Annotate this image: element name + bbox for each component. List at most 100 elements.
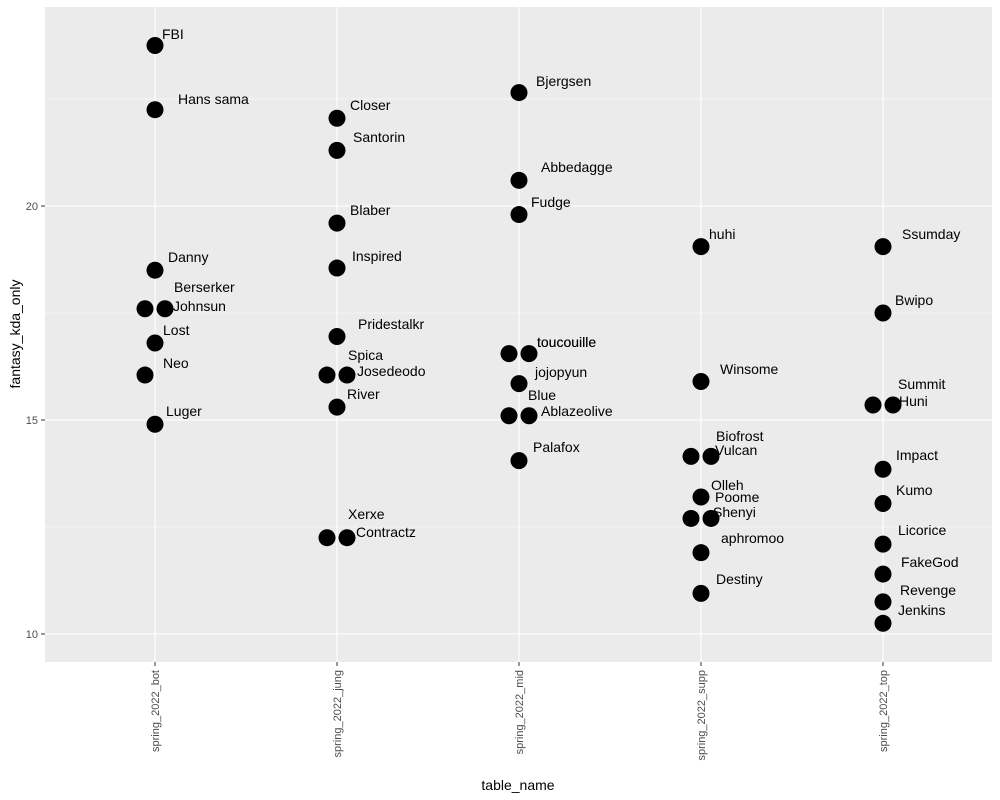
point-label: Berserker — [174, 279, 235, 295]
point-label: Danny — [168, 249, 208, 265]
data-point — [156, 300, 174, 318]
point-label: Revenge — [900, 582, 956, 598]
data-point — [520, 345, 538, 363]
point-label: jojopyun — [534, 364, 587, 380]
point-label: Ssumday — [902, 226, 960, 242]
data-point — [692, 238, 710, 256]
y-tick-label: 10 — [26, 629, 38, 641]
data-point — [874, 614, 892, 632]
point-label: Blue — [528, 387, 556, 403]
data-point — [702, 447, 720, 465]
data-point — [510, 206, 528, 224]
point-label: Winsome — [720, 361, 779, 377]
point-label: Summit — [898, 376, 946, 392]
point-label: aphromoo — [721, 530, 784, 546]
point-label: Lost — [163, 322, 190, 338]
y-tick-label: 15 — [26, 415, 38, 427]
data-point — [520, 407, 538, 425]
point-label: Bwipo — [895, 292, 933, 308]
axes: 10 15 20 spring_2022_bot spring_2022_jung spr… — [26, 201, 890, 761]
data-point — [702, 509, 720, 527]
data-point — [328, 259, 346, 277]
data-point — [136, 366, 154, 384]
x-tick-label: spring_2022_mid — [514, 670, 526, 754]
point-label: Contractz — [356, 524, 416, 540]
point-label: FakeGod — [901, 554, 959, 570]
data-point — [874, 460, 892, 478]
x-tick-label: spring_2022_supp — [696, 670, 708, 761]
point-label: Jenkins — [898, 602, 945, 618]
data-point — [510, 452, 528, 470]
data-point — [338, 529, 356, 547]
point-label: Licorice — [898, 522, 946, 538]
data-point — [874, 565, 892, 583]
data-points — [136, 37, 902, 632]
data-point — [510, 171, 528, 189]
point-label: Abbedagge — [541, 159, 613, 175]
point-label: Olleh — [711, 477, 744, 493]
data-point — [146, 415, 164, 433]
data-point — [864, 396, 882, 414]
point-label: Blaber — [350, 202, 391, 218]
point-labels: FBI Hans sama Danny Berserker Johnsun Lost Neo… — [162, 26, 960, 618]
point-label: Neo — [163, 355, 189, 371]
point-label: Luger — [166, 403, 202, 419]
data-point — [692, 584, 710, 602]
data-point — [884, 396, 902, 414]
data-point — [328, 141, 346, 159]
x-axis-title: table_name — [481, 777, 554, 793]
y-tick-label: 20 — [26, 201, 38, 213]
data-point — [328, 328, 346, 346]
point-label: Fudge — [531, 194, 571, 210]
point-label: Inspired — [352, 248, 402, 264]
point-label: toucouille — [537, 334, 596, 350]
point-label: toucouille — [537, 334, 596, 350]
data-point — [328, 398, 346, 416]
data-point — [146, 101, 164, 119]
data-point — [338, 366, 356, 384]
data-point — [146, 37, 164, 54]
data-point — [874, 593, 892, 611]
point-label: huhi — [709, 226, 735, 242]
data-point — [692, 372, 710, 390]
point-label: Biofrost — [716, 428, 764, 444]
data-point — [510, 375, 528, 393]
point-label: Santorin — [353, 129, 405, 145]
data-point — [874, 304, 892, 322]
point-label: Shenyi — [713, 504, 756, 520]
point-label: Xerxe — [348, 506, 385, 522]
data-point — [318, 529, 336, 547]
data-point — [692, 488, 710, 506]
point-label: Poome — [715, 489, 760, 505]
x-tick-label: spring_2022_bot — [150, 670, 162, 752]
point-label: River — [347, 386, 380, 402]
data-point — [682, 509, 700, 527]
data-point — [874, 494, 892, 512]
data-point — [146, 334, 164, 352]
point-label: Josedeodo — [357, 363, 426, 379]
point-label: Hans sama — [178, 91, 249, 107]
data-point — [328, 109, 346, 127]
data-point — [510, 84, 528, 102]
point-label: Destiny — [716, 571, 763, 587]
x-tick-label: spring_2022_top — [878, 670, 890, 752]
point-label: Vulcan — [715, 442, 757, 458]
point-label: Palafox — [533, 439, 580, 455]
point-label: Closer — [350, 97, 391, 113]
data-point — [328, 214, 346, 232]
data-point — [874, 238, 892, 256]
point-label: Pridestalkr — [358, 316, 424, 332]
point-label: Johnsun — [173, 298, 226, 314]
point-label: Huni — [899, 393, 928, 409]
data-point — [692, 544, 710, 562]
data-point — [500, 407, 518, 425]
point-label: Ablazeolive — [541, 403, 613, 419]
x-tick-label: spring_2022_jung — [332, 670, 344, 757]
point-label: Bjergsen — [536, 73, 591, 89]
data-point — [500, 345, 518, 363]
data-point — [146, 261, 164, 279]
data-point — [136, 300, 154, 318]
data-point — [682, 447, 700, 465]
data-point — [318, 366, 336, 384]
